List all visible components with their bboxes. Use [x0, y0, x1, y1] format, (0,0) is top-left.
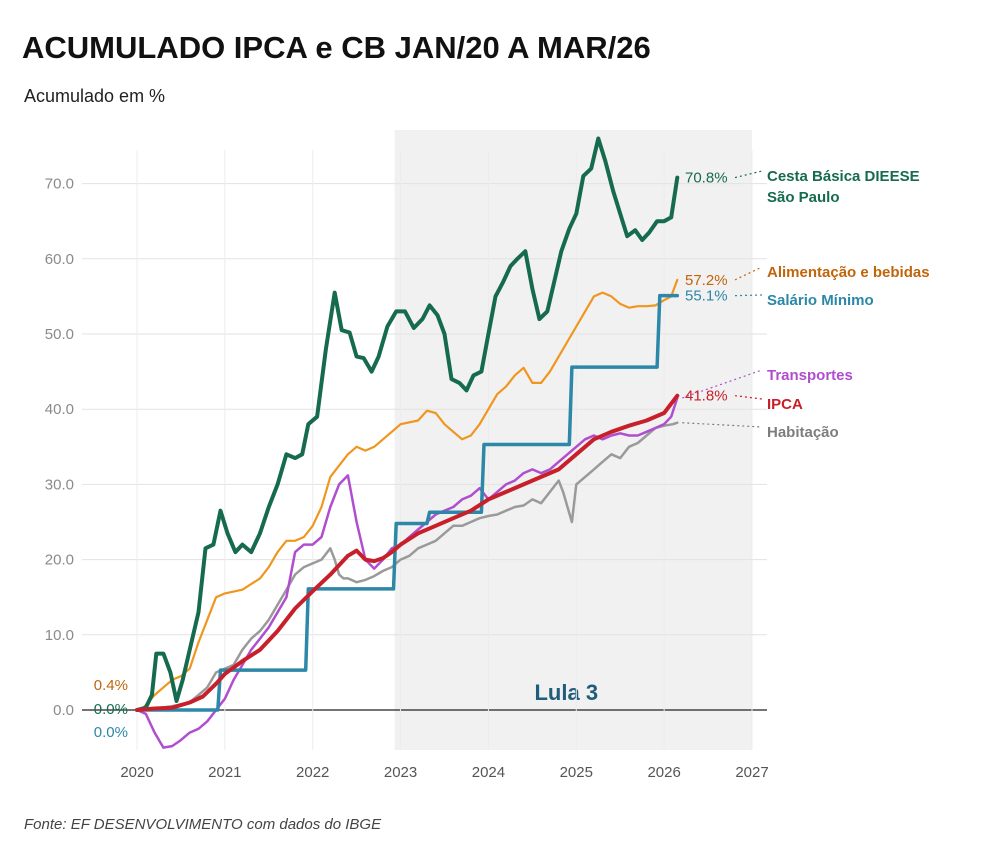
plot-background: Lula 3	[394, 130, 752, 750]
series-name-line: Cesta Básica DIEESE	[767, 168, 920, 185]
shaded-region	[394, 130, 752, 750]
series-name-cesta-b-sica-dieese-s-o-paulo: Cesta Básica DIEESE São Paulo	[767, 168, 920, 206]
series-name-sal-rio-m-nimo: Salário Mínimo	[767, 292, 874, 309]
y-tick-label: 60.0	[45, 251, 74, 268]
y-tick-label: 30.0	[45, 476, 74, 493]
series-name-ipca: IPCA	[767, 396, 803, 413]
x-tick-label: 2026	[647, 764, 680, 781]
series-line-ipca	[135, 393, 680, 712]
end-value-cesta-b-sica-dieese-s-o-paulo: 70.8%	[685, 170, 728, 187]
series-line-habita-o	[135, 421, 679, 712]
start-labels: 0.4% 0.0% 0.0%	[94, 677, 128, 741]
series-name-transportes: Transportes	[767, 367, 853, 384]
x-tick-label: 2023	[384, 764, 417, 781]
series-name-habita-o: Habitação	[767, 424, 839, 441]
series-line-cesta-b-sica-dieese-s-o-paulo	[135, 136, 680, 712]
y-axis: 0.0 10.0 20.0 30.0 40.0 50.0 60.0 70.0	[45, 176, 74, 719]
x-tick-label: 2024	[472, 764, 505, 781]
series-name-alimenta-o-e-bebidas: Alimentação e bebidas	[767, 264, 930, 281]
x-axis: 2020 2021 2022 2023 2024 2025 2026 2027	[120, 764, 768, 781]
chart-title: ACUMULADO IPCA e CB JAN/20 A MAR/26	[22, 30, 651, 65]
start-label: 0.0%	[94, 724, 128, 741]
y-tick-label: 0.0	[53, 702, 74, 719]
leader-transportes	[682, 369, 763, 399]
start-label: 0.0%	[94, 701, 128, 718]
shaded-region-label: Lula 3	[534, 680, 598, 705]
end-value-sal-rio-m-nimo: 55.1%	[685, 288, 728, 305]
x-tick-label: 2025	[560, 764, 593, 781]
y-tick-label: 10.0	[45, 627, 74, 644]
series-line-alimenta-o-e-bebidas	[135, 278, 679, 712]
chart-source: Fonte: EF DESENVOLVIMENTO com dados do I…	[24, 816, 382, 833]
series-lines	[135, 136, 680, 749]
y-tick-label: 50.0	[45, 326, 74, 343]
leader-habita-o	[682, 422, 763, 428]
x-tick-label: 2021	[208, 764, 241, 781]
end-value-alimenta-o-e-bebidas: 57.2%	[685, 272, 728, 289]
series-line-sal-rio-m-nimo	[135, 293, 680, 712]
y-tick-label: 70.0	[45, 176, 74, 193]
series-name-line: São Paulo	[767, 189, 840, 206]
end-value-ipca: 41.8%	[685, 388, 728, 405]
start-label: 0.4%	[94, 677, 128, 694]
y-tick-label: 40.0	[45, 401, 74, 418]
x-tick-label: 2022	[296, 764, 329, 781]
y-tick-label: 20.0	[45, 552, 74, 569]
x-tick-label: 2020	[120, 764, 153, 781]
grid-lines	[82, 150, 767, 750]
series-labels: 70.8% Cesta Básica DIEESE São Paulo 57.2% Al…	[682, 168, 930, 441]
x-tick-label: 2027	[735, 764, 768, 781]
chart-subtitle: Acumulado em %	[24, 86, 165, 106]
